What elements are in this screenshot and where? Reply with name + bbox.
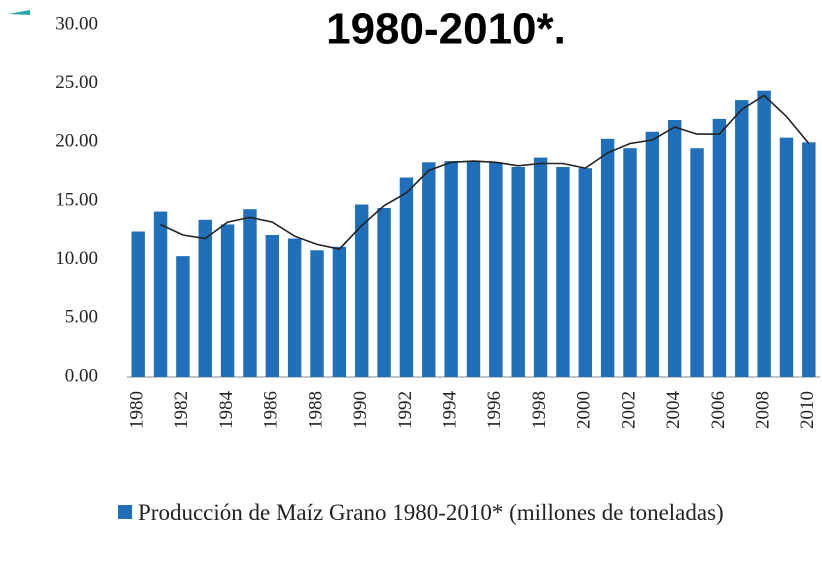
bar (690, 148, 704, 377)
bar (355, 204, 369, 377)
chart: 1980-2010*. 0.00 5.00 10.00 15.00 20.00 25.00… (8, 5, 820, 430)
bar (735, 100, 749, 378)
bar (578, 168, 592, 377)
bar (667, 120, 682, 377)
bar (198, 219, 212, 377)
bar (310, 250, 324, 377)
bar (265, 235, 280, 377)
x-tick-label: 2008 (752, 391, 773, 429)
x-tick-label: 1988 (305, 391, 326, 429)
y-tick-label: 15.00 (55, 189, 98, 210)
trend-line (160, 94, 810, 250)
bar (153, 211, 168, 377)
bar (176, 256, 190, 377)
decoration (8, 10, 30, 15)
bar (645, 131, 660, 377)
legend-swatch (118, 505, 132, 519)
x-tick-label: 1994 (440, 391, 461, 430)
bar (600, 138, 615, 377)
bar (444, 161, 458, 377)
bar (243, 209, 257, 377)
y-tick-label: 30.00 (55, 13, 98, 34)
bar (802, 142, 816, 377)
x-tick-label: 2010 (797, 391, 818, 429)
bar (779, 137, 794, 377)
bar (511, 166, 525, 377)
x-tick-label: 1980 (127, 391, 148, 429)
bar (332, 246, 347, 377)
y-tick-label: 10.00 (55, 248, 98, 269)
bar (399, 177, 414, 377)
y-tick-label: 0.00 (65, 365, 98, 386)
x-tick-label: 1986 (261, 391, 282, 429)
bar (757, 90, 771, 377)
x-tick-label: 2000 (574, 391, 595, 429)
bar (556, 166, 570, 377)
x-tick-label: 1990 (350, 391, 371, 429)
bar (533, 157, 548, 377)
bar (466, 161, 481, 377)
x-tick-label: 2006 (708, 391, 729, 429)
x-tick-label: 1984 (216, 391, 237, 430)
legend: Producción de Maíz Grano 1980-2010* (mil… (118, 496, 778, 529)
x-tick-label: 1982 (171, 391, 192, 429)
bar (377, 208, 391, 377)
bar (489, 162, 503, 377)
legend-label: Producción de Maíz Grano 1980-2010* (mil… (138, 500, 724, 525)
x-tick-label: 1992 (395, 391, 416, 429)
bar (623, 148, 637, 377)
y-tick-label: 5.00 (65, 307, 98, 328)
bar (220, 224, 235, 377)
y-tick-label: 25.00 (55, 72, 98, 93)
chart-title: 1980-2010*. (326, 5, 566, 54)
x-tick-label: 1998 (529, 391, 550, 429)
x-tick-label: 2002 (618, 391, 639, 429)
bar (422, 162, 436, 377)
x-tick-label: 2004 (663, 391, 684, 430)
x-tick-label: 1996 (484, 391, 505, 429)
y-tick-label: 20.00 (55, 131, 98, 152)
bar (287, 238, 302, 377)
bar (131, 231, 145, 377)
bar (712, 118, 727, 377)
